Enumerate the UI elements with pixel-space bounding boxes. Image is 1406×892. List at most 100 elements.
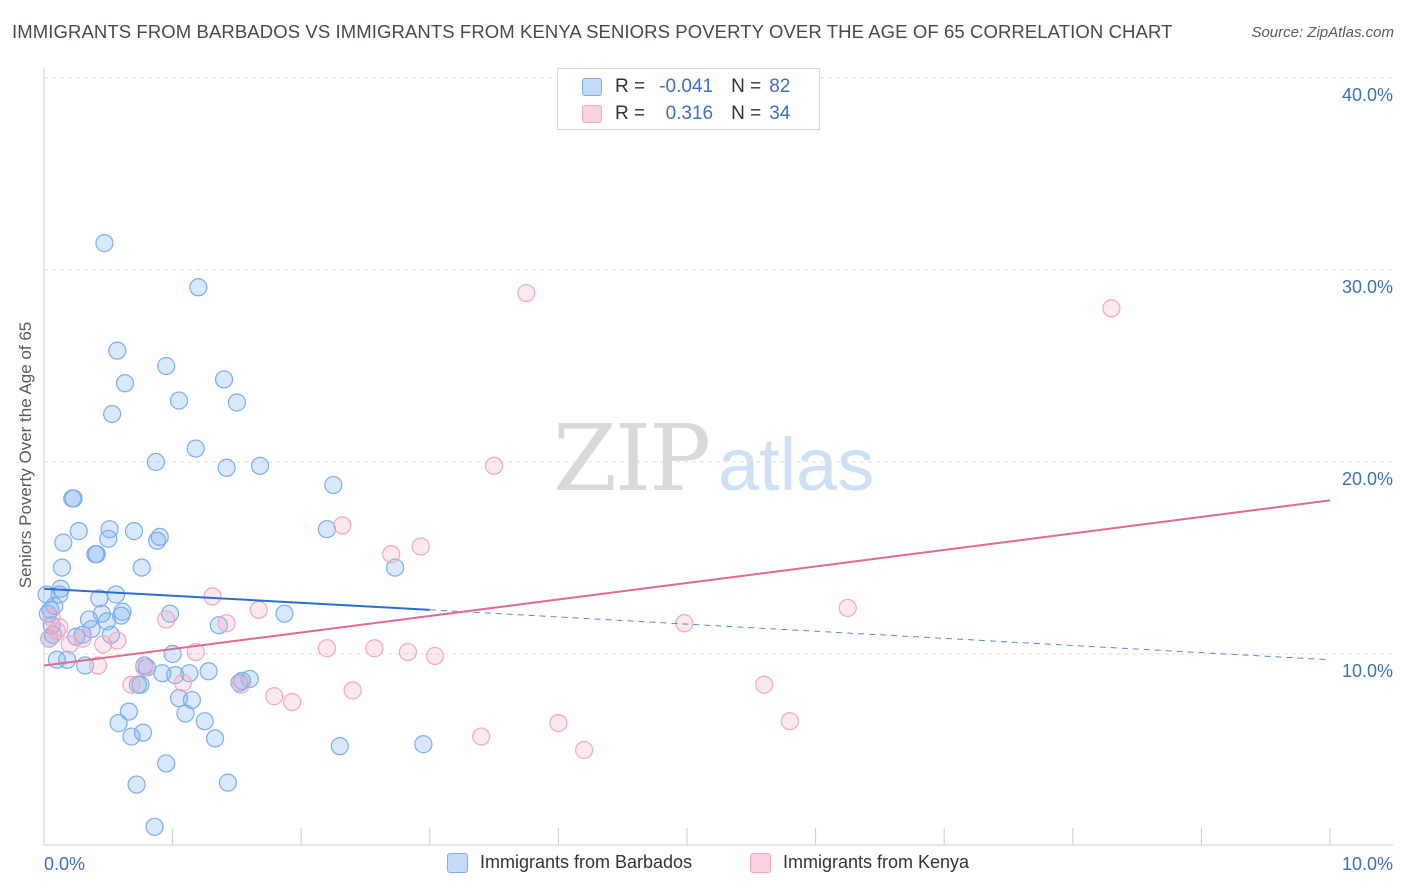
kenya-point	[265, 687, 284, 706]
y-tick-label: 40.0%	[1342, 85, 1393, 105]
kenya-point	[108, 631, 127, 650]
barbados-point	[317, 520, 337, 539]
barbados-trend-extension	[429, 609, 1331, 661]
x-tick-label: 0.0%	[44, 854, 85, 874]
stats-row-barbados: R = -0.041 N = 82	[582, 75, 790, 99]
y-tick-label: 10.0%	[1342, 661, 1393, 681]
stats-legend: R = -0.041 N = 82 R = 0.316 N = 34	[557, 68, 820, 130]
barbados-point	[214, 370, 234, 389]
y-tick-label: 20.0%	[1342, 469, 1393, 489]
kenya-point	[157, 610, 176, 629]
barbados-point	[186, 439, 205, 458]
y-axis-label-text: Seniors Poverty Over the Age of 65	[16, 321, 35, 589]
kenya-point	[517, 283, 536, 303]
kenya-point	[1102, 299, 1121, 318]
x-tick-label: 10.0%	[1342, 854, 1393, 874]
kenya-point	[472, 727, 491, 746]
kenya-point	[838, 598, 857, 618]
barbados-point	[113, 602, 132, 621]
kenya-point	[425, 646, 445, 666]
kenya-point	[88, 656, 108, 675]
barbados-point	[108, 341, 127, 360]
barbados-point	[132, 558, 151, 577]
barbados-point	[99, 529, 118, 548]
barbados-point	[195, 712, 214, 731]
kenya-point	[173, 673, 192, 692]
kenya-point	[411, 537, 430, 556]
kenya-point	[755, 675, 774, 694]
kenya-point	[382, 545, 401, 564]
barbados-point	[133, 723, 153, 742]
barbados-point	[324, 475, 343, 495]
barbados-point	[103, 404, 122, 424]
kenya-point	[333, 516, 352, 535]
barbados-point	[169, 391, 189, 410]
barbados-point	[199, 662, 218, 681]
barbados-point	[45, 596, 64, 616]
barbados-point	[180, 664, 199, 683]
barbados-point	[64, 489, 83, 508]
kenya-n-value: 34	[769, 103, 791, 124]
kenya-point	[398, 642, 418, 662]
kenya-point	[217, 614, 236, 633]
barbados-point	[146, 452, 165, 472]
barbados-point	[115, 374, 135, 393]
barbados-point	[330, 737, 349, 756]
kenya-point	[122, 675, 141, 694]
kenya-r-label: R =	[615, 103, 646, 124]
kenya-point	[135, 658, 154, 677]
kenya-r-value: 0.316	[665, 103, 714, 124]
barbados-point	[150, 527, 169, 546]
kenya-point	[365, 639, 384, 658]
kenya-trend-line	[43, 499, 1331, 667]
barbados-point	[127, 775, 146, 794]
barbados-point	[109, 714, 128, 733]
kenya-point	[40, 629, 59, 648]
kenya-point	[50, 618, 69, 637]
kenya-point	[780, 712, 799, 731]
barbados-point	[69, 522, 88, 541]
y-axis-label: Seniors Poverty Over the Age of 65	[16, 322, 36, 588]
kenya-point	[317, 639, 337, 658]
barbados-point	[52, 558, 72, 577]
barbados-point	[166, 666, 185, 685]
barbados-point	[227, 393, 246, 412]
barbados-point	[95, 234, 114, 253]
legend-kenya-swatch	[750, 852, 771, 873]
barbados-n-value: 82	[769, 76, 791, 97]
watermark-atlas: atlas	[718, 423, 874, 506]
barbados-r-label: R =	[615, 76, 646, 97]
kenya-point	[186, 642, 205, 662]
barbados-point	[385, 558, 405, 577]
legend-kenya-label: Immigrants from Kenya	[783, 852, 970, 872]
barbados-point	[54, 533, 73, 552]
kenya-point	[94, 635, 113, 654]
barbados-trend-line	[43, 587, 430, 611]
kenya-swatch	[582, 105, 602, 123]
barbados-swatch	[582, 78, 602, 96]
kenya-point	[485, 456, 504, 475]
watermark-zip: ZIP	[553, 405, 709, 512]
barbados-point	[275, 604, 294, 623]
kenya-n-label: N =	[731, 103, 762, 124]
barbados-point	[119, 702, 138, 721]
barbados-point	[100, 520, 119, 539]
legend-item-barbados[interactable]: Immigrants from Barbados	[447, 852, 692, 873]
kenya-point	[42, 608, 61, 627]
barbados-r-value: -0.041	[659, 76, 714, 97]
barbados-point	[106, 585, 126, 604]
barbados-point	[145, 817, 164, 836]
barbados-point	[122, 727, 141, 746]
kenya-point	[283, 692, 302, 712]
y-tick-label: 30.0%	[1342, 277, 1393, 297]
kenya-point	[575, 740, 594, 760]
legend-item-kenya[interactable]: Immigrants from Kenya	[750, 852, 969, 873]
series-legend: Immigrants from Barbados Immigrants from…	[0, 852, 1406, 878]
barbados-point	[250, 456, 270, 475]
barbados-point	[218, 773, 237, 792]
kenya-point	[203, 587, 222, 606]
barbados-point	[189, 278, 208, 297]
barbados-point	[58, 650, 77, 669]
barbados-point	[73, 625, 92, 644]
